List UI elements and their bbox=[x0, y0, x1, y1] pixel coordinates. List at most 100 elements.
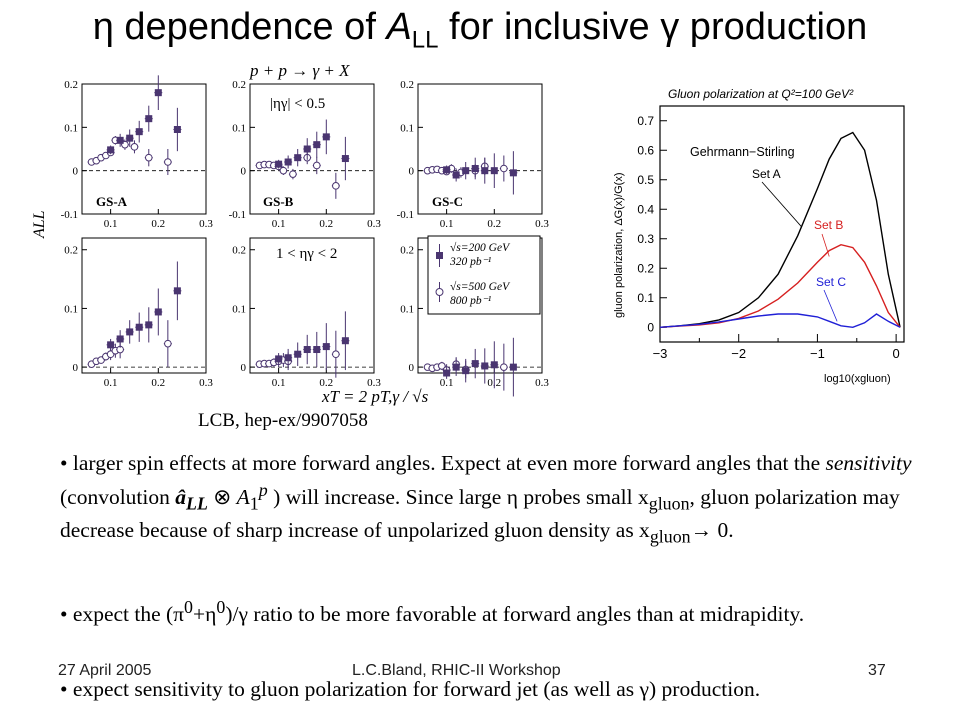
gluon-y-tick-label: 0.2 bbox=[637, 261, 654, 275]
x-tick-label: 0.2 bbox=[151, 377, 165, 389]
y-tick-label: 0.1 bbox=[232, 303, 246, 315]
gluon-series-label-set-a: Set A bbox=[752, 167, 781, 181]
y-tick-label: 0.1 bbox=[232, 122, 246, 134]
footer-page-number: 37 bbox=[868, 662, 886, 679]
gluon-curve-set-a bbox=[659, 131, 901, 328]
gluon-y-tick-label: 0.6 bbox=[637, 143, 654, 157]
data-point-square bbox=[154, 308, 162, 316]
y-tick-label: 0 bbox=[73, 166, 79, 178]
y-tick-label: 0.2 bbox=[232, 245, 246, 257]
legend-entry-500-line1: √s=500 GeV bbox=[450, 280, 511, 293]
y-tick-label: 0 bbox=[409, 166, 415, 178]
gluon-y-tick-label: 0.4 bbox=[637, 202, 654, 216]
data-point-square bbox=[154, 89, 162, 97]
y-tick-label: -0.1 bbox=[397, 209, 414, 221]
eta-cut-bottom-label: 1 < ηγ < 2 bbox=[276, 246, 337, 262]
data-point-circle bbox=[144, 153, 153, 162]
x-tick-label: 0.1 bbox=[272, 377, 286, 389]
x-tick-label: 0.1 bbox=[440, 218, 454, 230]
gluon-x-axis-label: log10(xgluon) bbox=[824, 373, 891, 385]
y-tick-label: 0.2 bbox=[64, 79, 78, 91]
bullet-pi0-eta-ratio: • expect the (π0+η0)/γ ratio to be more … bbox=[60, 597, 805, 627]
y-tick-label: 0.2 bbox=[400, 245, 414, 257]
x-axis-label: xT = 2 pT,γ / √s bbox=[321, 387, 429, 406]
y-tick-label: -0.1 bbox=[229, 209, 246, 221]
reference-label: LCB, hep-ex/9907058 bbox=[198, 410, 368, 431]
y-tick-label: 0 bbox=[241, 166, 247, 178]
data-point-square bbox=[107, 146, 115, 154]
x-tick-label: 0.3 bbox=[535, 218, 549, 230]
slide-title: η dependence of ALL for inclusive γ prod… bbox=[92, 6, 868, 54]
y-tick-label: 0.2 bbox=[400, 79, 414, 91]
x-tick-label: 0.2 bbox=[319, 377, 333, 389]
asymmetry-panels-figure: 0.1 0.2 0.3 0.2 0.1 0 -0.1 0.1 0.2 0.3 0.2 0.1 0 -0.1… bbox=[31, 61, 550, 406]
data-point-square bbox=[313, 141, 321, 149]
y-tick-label: 0 bbox=[73, 362, 79, 374]
data-point-circle bbox=[164, 158, 172, 166]
gluon-y-tick-label: 0.7 bbox=[637, 114, 654, 128]
y-axis-label: ALL bbox=[31, 210, 48, 239]
legend-entry-500-line2: 800 pb⁻¹ bbox=[450, 295, 492, 307]
gluon-x-tick-label: −3 bbox=[653, 346, 668, 361]
y-tick-label: 0 bbox=[409, 362, 415, 374]
data-point-square bbox=[173, 287, 181, 295]
data-point-square bbox=[284, 158, 292, 166]
gluon-series-label-set-b: Set B bbox=[814, 218, 843, 232]
data-point-square bbox=[284, 354, 292, 362]
data-point-square bbox=[303, 346, 311, 354]
data-point-circle bbox=[312, 161, 321, 170]
bullet-forward-jet: • expect sensitivity to gluon polarizati… bbox=[60, 677, 761, 701]
data-point-square bbox=[481, 362, 489, 370]
panel-frame bbox=[81, 237, 207, 374]
reaction-label: p + p → γ + X bbox=[249, 61, 350, 80]
data-point-square bbox=[116, 136, 124, 144]
y-tick-label: 0.2 bbox=[64, 245, 78, 257]
data-point-square bbox=[303, 145, 311, 153]
gluon-curve-set-c bbox=[659, 313, 901, 329]
data-point-square bbox=[135, 323, 143, 331]
data-point-square bbox=[471, 360, 479, 368]
data-point-square bbox=[481, 167, 489, 175]
data-point-square bbox=[126, 328, 134, 336]
x-tick-label: 0.1 bbox=[104, 377, 118, 389]
data-point-square bbox=[462, 367, 470, 375]
gluon-x-tick-label: −2 bbox=[731, 346, 746, 361]
data-point-circle bbox=[332, 350, 340, 359]
y-tick-label: 0.1 bbox=[64, 303, 78, 315]
gluon-frame bbox=[659, 105, 905, 343]
x-tick-label: 0.2 bbox=[151, 218, 165, 230]
model-label-gs-a: GS-A bbox=[96, 194, 128, 209]
gluon-series-label-set-c: Set C bbox=[816, 275, 846, 289]
x-tick-label: 0.3 bbox=[199, 377, 213, 389]
gluon-y-tick-label: 0 bbox=[647, 320, 654, 334]
data-point-square bbox=[509, 169, 517, 177]
data-point-square bbox=[443, 369, 451, 377]
data-point-square bbox=[294, 154, 302, 162]
model-label-gs-c: GS-C bbox=[432, 194, 463, 209]
x-tick-label: 0.1 bbox=[272, 218, 286, 230]
panel-bottom-GS-B: 0.1 0.2 0.3 0.2 0.1 0 bbox=[232, 237, 381, 389]
footer-author: L.C.Bland, RHIC-II Workshop bbox=[352, 662, 561, 679]
panel-frame bbox=[81, 83, 207, 215]
data-point-square bbox=[313, 346, 321, 354]
data-point-square bbox=[145, 115, 153, 123]
data-point-square bbox=[341, 337, 349, 345]
data-point-square bbox=[322, 343, 330, 351]
x-tick-label: 0.3 bbox=[535, 377, 549, 389]
y-tick-label: 0.1 bbox=[400, 303, 414, 315]
x-tick-label: 0.3 bbox=[199, 218, 213, 230]
gluon-chart-title: Gluon polarization at Q²=100 GeV² bbox=[668, 87, 854, 101]
y-tick-label: 0.1 bbox=[400, 122, 414, 134]
set-a-pointer bbox=[761, 181, 802, 228]
data-point-circle bbox=[500, 363, 508, 371]
gluon-polarization-chart: −3 −2 −1 0 0 0.1 0.2 0.3 0.4 0.5 0.6 0.7 Gluon pola… bbox=[592, 78, 924, 390]
legend-entry-200-line2: 320 pb⁻¹ bbox=[449, 256, 492, 268]
data-point-square bbox=[322, 133, 330, 141]
x-tick-label: 0.3 bbox=[367, 377, 381, 389]
data-point-square bbox=[173, 126, 181, 133]
x-tick-label: 0.1 bbox=[104, 218, 118, 230]
data-point-square bbox=[145, 321, 153, 329]
data-point-square bbox=[135, 128, 143, 136]
panel-top-GS-C: 0.1 0.2 0.3 0.2 0.1 0 -0.1 bbox=[397, 79, 550, 230]
gluon-curve-set-b bbox=[659, 243, 901, 328]
